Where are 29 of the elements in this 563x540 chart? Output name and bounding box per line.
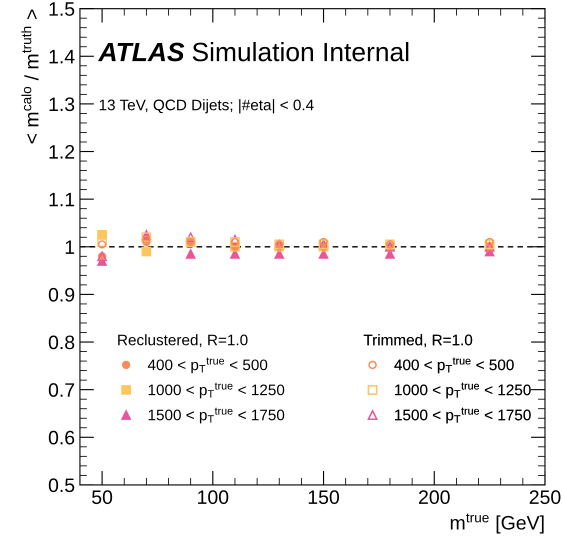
y-tick-label: 1 xyxy=(66,240,74,254)
x-tick-label: 50 xyxy=(92,490,112,504)
y-tick-label: 1.5 xyxy=(50,2,74,16)
annotation: ATLAS xyxy=(98,42,184,62)
annotation: Trimmed, R=1.0 xyxy=(364,334,472,348)
y-tick-label: 1.3 xyxy=(50,97,74,112)
y-tick-label: 0.8 xyxy=(48,336,74,350)
legend-label: 1000 < p$_{T}$$^{true}$ < 1250 xyxy=(148,382,284,398)
y-tick-label: 1.1 xyxy=(50,192,74,206)
legend-label: 400 < p$_{T}$$^{true}$ < 500 xyxy=(148,358,268,374)
x-tick-label: 150 xyxy=(308,490,339,504)
legend-label: 1000 < p$_{T}$$^{true}$ < 1250 xyxy=(395,382,531,398)
y-axis-title: < m$^{calo}$ / m$^{truth}$ > xyxy=(21,10,39,144)
y-tick-label: 0.9 xyxy=(48,288,74,302)
legend-label: 1500 < p$_{T}$$^{true}$ < 1750 xyxy=(395,408,531,424)
legend-label: 1500 < p$_{T}$$^{true}$ < 1750 xyxy=(148,408,284,424)
x-tick-label: 200 xyxy=(419,490,450,504)
y-tick-label: 0.6 xyxy=(48,430,74,445)
y-tick-label: 1.2 xyxy=(50,144,74,159)
annotation: Simulation Internal xyxy=(192,42,408,62)
y-tick-label: 0.5 xyxy=(48,478,74,492)
y-tick-label: 1.4 xyxy=(50,50,75,64)
x-axis-title: m$^{true}$ [GeV] xyxy=(450,513,544,534)
x-tick-label: 250 xyxy=(530,490,560,504)
y-tick-label: 0.7 xyxy=(48,383,74,397)
annotation: Reclustered, R=1.0 xyxy=(118,334,248,348)
annotation: 13 TeV, QCD Dijets; |#eta| < 0.4 xyxy=(100,99,314,114)
x-tick-label: 100 xyxy=(198,490,228,504)
legend-label: 400 < p$_{T}$$^{true}$ < 500 xyxy=(394,358,514,374)
